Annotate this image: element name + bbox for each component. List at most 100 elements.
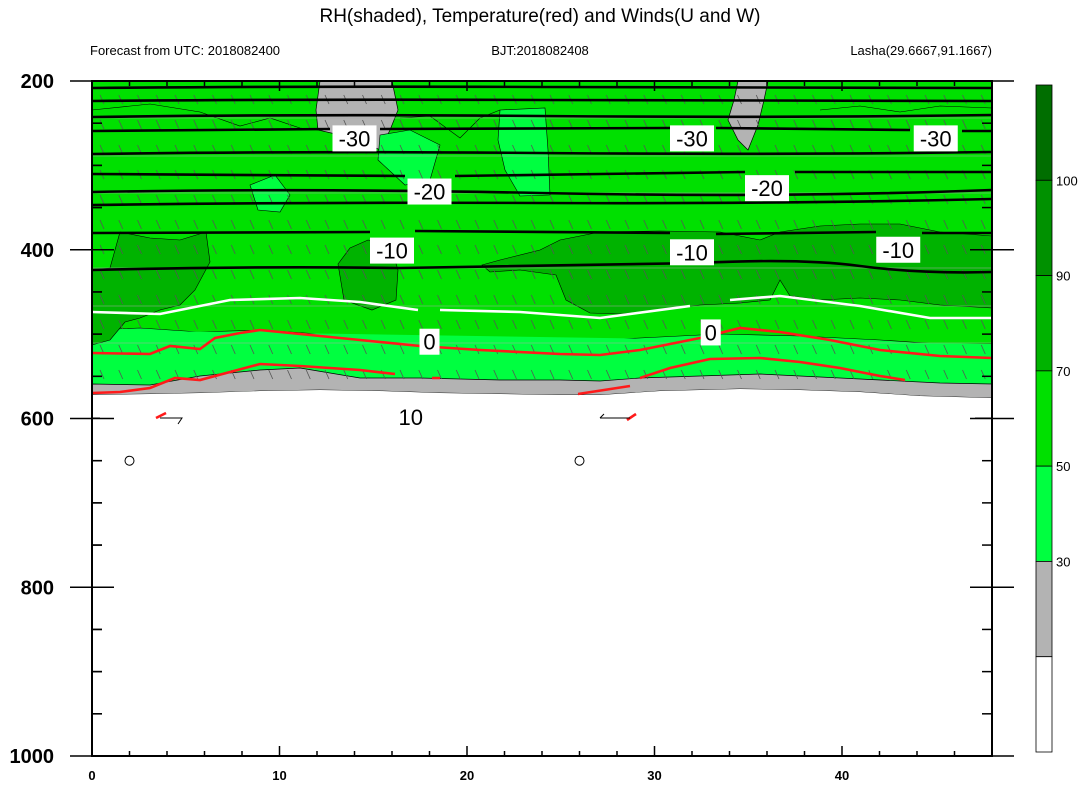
wind-barb (380, 344, 386, 355)
wind-barb (155, 244, 161, 255)
svg-text:-10: -10 (882, 238, 914, 263)
wind-barb (699, 369, 705, 380)
wind-barb (437, 169, 442, 180)
wind-barb (662, 319, 667, 330)
wind-barb (905, 294, 911, 305)
wind-barb (362, 219, 367, 230)
wind-barb (605, 319, 611, 330)
rh-shading (92, 81, 992, 756)
wind-barb (943, 344, 949, 355)
wind-barb (530, 294, 536, 305)
wind-barb (174, 269, 180, 280)
wind-barb (680, 219, 686, 230)
wind-barb (530, 219, 536, 230)
red-contour-upper (91, 326, 993, 360)
wind-barb (568, 219, 574, 230)
wind-barb (212, 119, 217, 130)
colorbar-swatch (1035, 656, 1053, 753)
wind-barb (137, 244, 142, 255)
wind-barb (605, 269, 611, 280)
colorbar-label: 90 (1056, 269, 1070, 284)
wind-barb (868, 244, 874, 255)
wind-barb (324, 269, 330, 280)
svg-text:-30: -30 (339, 126, 371, 151)
wind-barb (155, 269, 161, 280)
wind-barb (118, 244, 124, 255)
wind-barb (380, 269, 386, 280)
wind-barb (793, 319, 799, 330)
wind-barb (437, 369, 442, 380)
wind-barb (887, 119, 892, 130)
wind-barb (99, 294, 105, 305)
wind-barb (774, 244, 780, 255)
wind-barb (662, 219, 667, 230)
wind-barb (530, 269, 536, 280)
temp-contour-3 (91, 113, 993, 119)
wind-barb (305, 219, 311, 230)
wind-barb (868, 119, 874, 130)
wind-barb (887, 219, 892, 230)
wind-barb (193, 319, 199, 330)
wind-barb (737, 219, 742, 230)
wind-barb (399, 369, 405, 380)
wind-barb (137, 369, 142, 380)
wind-barb (962, 369, 967, 380)
wind-barb (380, 169, 386, 180)
svg-text:10: 10 (399, 405, 423, 430)
y-tick-label: 800 (21, 577, 54, 599)
wind-barb (493, 269, 499, 280)
wind-barb (905, 119, 911, 130)
wind-barb (437, 294, 442, 305)
wind-barb (587, 369, 592, 380)
wind-barb (924, 294, 930, 305)
wind-barb (305, 269, 311, 280)
wind-barb (99, 119, 105, 130)
wind-barb (455, 294, 461, 305)
wind-barb (455, 319, 461, 330)
wind-barb (512, 369, 517, 380)
wind-barb (549, 319, 555, 330)
wind-barb (812, 369, 817, 380)
wind-barb (268, 369, 274, 380)
wind-barb (943, 219, 949, 230)
temp-contour-10 (91, 259, 993, 274)
wind-barb (137, 344, 142, 355)
wind-barb (268, 119, 274, 130)
wind-barb (587, 294, 592, 305)
wind-barb (399, 344, 405, 355)
wind-barb (418, 269, 424, 280)
wind-barb (755, 344, 761, 355)
svg-text:-20: -20 (751, 176, 783, 201)
wind-barb (680, 369, 686, 380)
wind-barb (418, 369, 424, 380)
wind-barb (230, 244, 236, 255)
wind-barb (118, 369, 124, 380)
wind-barb (924, 219, 930, 230)
wind-barb (474, 244, 480, 255)
wind-barb (343, 244, 349, 255)
wind-barb (155, 219, 161, 230)
wind-barb (830, 344, 836, 355)
wind-barb (193, 219, 199, 230)
wind-barb (99, 219, 105, 230)
wind-barb (962, 94, 967, 105)
colorbar-label: 50 (1056, 459, 1070, 474)
wind-barb (943, 319, 949, 330)
wind-barb (399, 294, 405, 305)
wind-barb (474, 319, 480, 330)
svg-text:-30: -30 (676, 126, 708, 151)
wind-barb (380, 294, 386, 305)
wind-barb (755, 244, 761, 255)
wind-barb (830, 369, 836, 380)
colorbar-label: 30 (1056, 554, 1070, 569)
wind-barb (924, 319, 930, 330)
wind-barb (137, 194, 142, 205)
wind-barb (305, 344, 311, 355)
rh-band-30-50 (92, 367, 992, 399)
wind-barb (793, 269, 799, 280)
temperature-label: -20 (407, 178, 452, 205)
wind-barb (99, 369, 105, 380)
wind-barb (305, 319, 311, 330)
wind-barb (324, 219, 330, 230)
